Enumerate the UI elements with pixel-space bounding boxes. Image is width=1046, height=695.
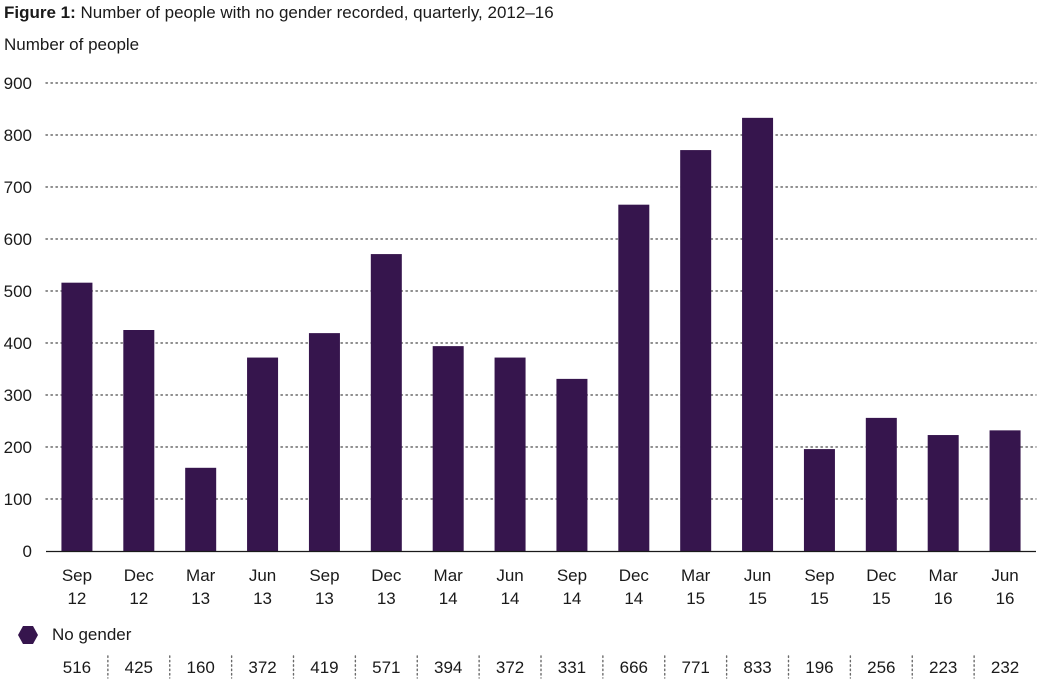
bar-2 — [185, 467, 217, 551]
x-tick-label-11-line1: Jun — [744, 566, 771, 585]
bar-9 — [618, 204, 650, 551]
y-tick-label-400: 400 — [4, 334, 32, 353]
x-tick-label-6-line2: 14 — [439, 589, 458, 608]
bar-7 — [494, 357, 526, 551]
legend-label-no-gender: No gender — [52, 625, 132, 644]
data-table-value-0: 516 — [63, 658, 91, 677]
x-tick-label-9-line2: 14 — [624, 589, 643, 608]
y-tick-label-800: 800 — [4, 126, 32, 145]
data-table-value-12: 196 — [805, 658, 833, 677]
y-tick-label-500: 500 — [4, 282, 32, 301]
y-tick-label-600: 600 — [4, 230, 32, 249]
data-table-value-1: 425 — [125, 658, 153, 677]
x-tick-label-11-line2: 15 — [748, 589, 767, 608]
x-tick-label-13-line1: Dec — [866, 566, 897, 585]
data-table-value-6: 394 — [434, 658, 462, 677]
data-table-value-10: 771 — [682, 658, 710, 677]
x-tick-label-9-line1: Dec — [619, 566, 650, 585]
x-tick-label-10-line1: Mar — [681, 566, 711, 585]
x-tick-label-1-line2: 12 — [129, 589, 148, 608]
data-table-value-3: 372 — [248, 658, 276, 677]
x-tick-label-13-line2: 15 — [872, 589, 891, 608]
x-tick-label-3-line1: Jun — [249, 566, 276, 585]
x-tick-label-3-line2: 13 — [253, 589, 272, 608]
x-tick-label-7-line1: Jun — [496, 566, 523, 585]
x-tick-label-15-line1: Jun — [991, 566, 1018, 585]
y-tick-label-0: 0 — [23, 542, 32, 561]
data-table-value-11: 833 — [743, 658, 771, 677]
data-table-value-2: 160 — [187, 658, 215, 677]
x-tick-label-2-line1: Mar — [186, 566, 216, 585]
x-tick-label-0-line1: Sep — [62, 566, 92, 585]
bar-10 — [680, 150, 712, 551]
bar-14 — [927, 435, 959, 551]
x-tick-label-8-line2: 14 — [562, 589, 581, 608]
bar-5 — [370, 254, 402, 551]
y-tick-label-300: 300 — [4, 386, 32, 405]
bar-0 — [61, 282, 93, 551]
data-table-value-13: 256 — [867, 658, 895, 677]
x-tick-label-15-line2: 16 — [996, 589, 1015, 608]
data-table-value-8: 331 — [558, 658, 586, 677]
data-table-value-4: 419 — [310, 658, 338, 677]
x-tick-label-0-line2: 12 — [67, 589, 86, 608]
x-tick-label-4-line1: Sep — [309, 566, 339, 585]
x-tick-label-2-line2: 13 — [191, 589, 210, 608]
bar-4 — [308, 333, 340, 551]
x-tick-label-7-line2: 14 — [501, 589, 520, 608]
figure-number: Figure 1: — [4, 3, 76, 22]
data-table-value-15: 232 — [991, 658, 1019, 677]
chart-title: Figure 1: Number of people with no gende… — [4, 3, 554, 23]
bar-11 — [742, 117, 774, 551]
y-tick-label-200: 200 — [4, 438, 32, 457]
x-tick-label-14-line2: 16 — [934, 589, 953, 608]
data-table-value-14: 223 — [929, 658, 957, 677]
bar-8 — [556, 378, 588, 551]
x-tick-label-12-line2: 15 — [810, 589, 829, 608]
chart-title-text: Number of people with no gender recorded… — [80, 3, 554, 22]
data-table-value-5: 571 — [372, 658, 400, 677]
y-axis-label: Number of people — [4, 35, 140, 54]
legend: No gender — [18, 624, 131, 646]
x-tick-label-4-line2: 13 — [315, 589, 334, 608]
bar-12 — [803, 449, 835, 551]
x-tick-label-8-line1: Sep — [557, 566, 587, 585]
data-table: 516 425 160 372 419 571 394 372 331 666 771 833 196 2… — [63, 655, 1019, 679]
y-tick-label-900: 900 — [4, 74, 32, 93]
x-tick-label-6-line1: Mar — [434, 566, 464, 585]
bar-6 — [432, 346, 464, 551]
x-tick-label-12-line1: Sep — [804, 566, 834, 585]
x-tick-label-14-line1: Mar — [929, 566, 959, 585]
x-tick-label-10-line2: 15 — [686, 589, 705, 608]
bar-1 — [123, 330, 155, 551]
x-tick-label-5-line1: Dec — [371, 566, 402, 585]
bar-3 — [247, 357, 279, 551]
y-tick-label-700: 700 — [4, 178, 32, 197]
bar-15 — [989, 430, 1021, 551]
y-tick-labels: 0 100 200 300 400 500 600 700 800 900 — [4, 74, 32, 561]
x-tick-label-1-line1: Dec — [124, 566, 155, 585]
bars — [61, 117, 1021, 551]
data-table-value-9: 666 — [620, 658, 648, 677]
x-tick-labels: Sep 12 Dec 12 Mar 13 Jun 13 Sep 13 Dec 13 Mar 14 Jun 14… — [62, 566, 1019, 608]
data-table-value-7: 372 — [496, 658, 524, 677]
legend-swatch-hexagon — [18, 626, 38, 644]
y-tick-label-100: 100 — [4, 490, 32, 509]
x-tick-label-5-line2: 13 — [377, 589, 396, 608]
bar-13 — [865, 417, 897, 551]
